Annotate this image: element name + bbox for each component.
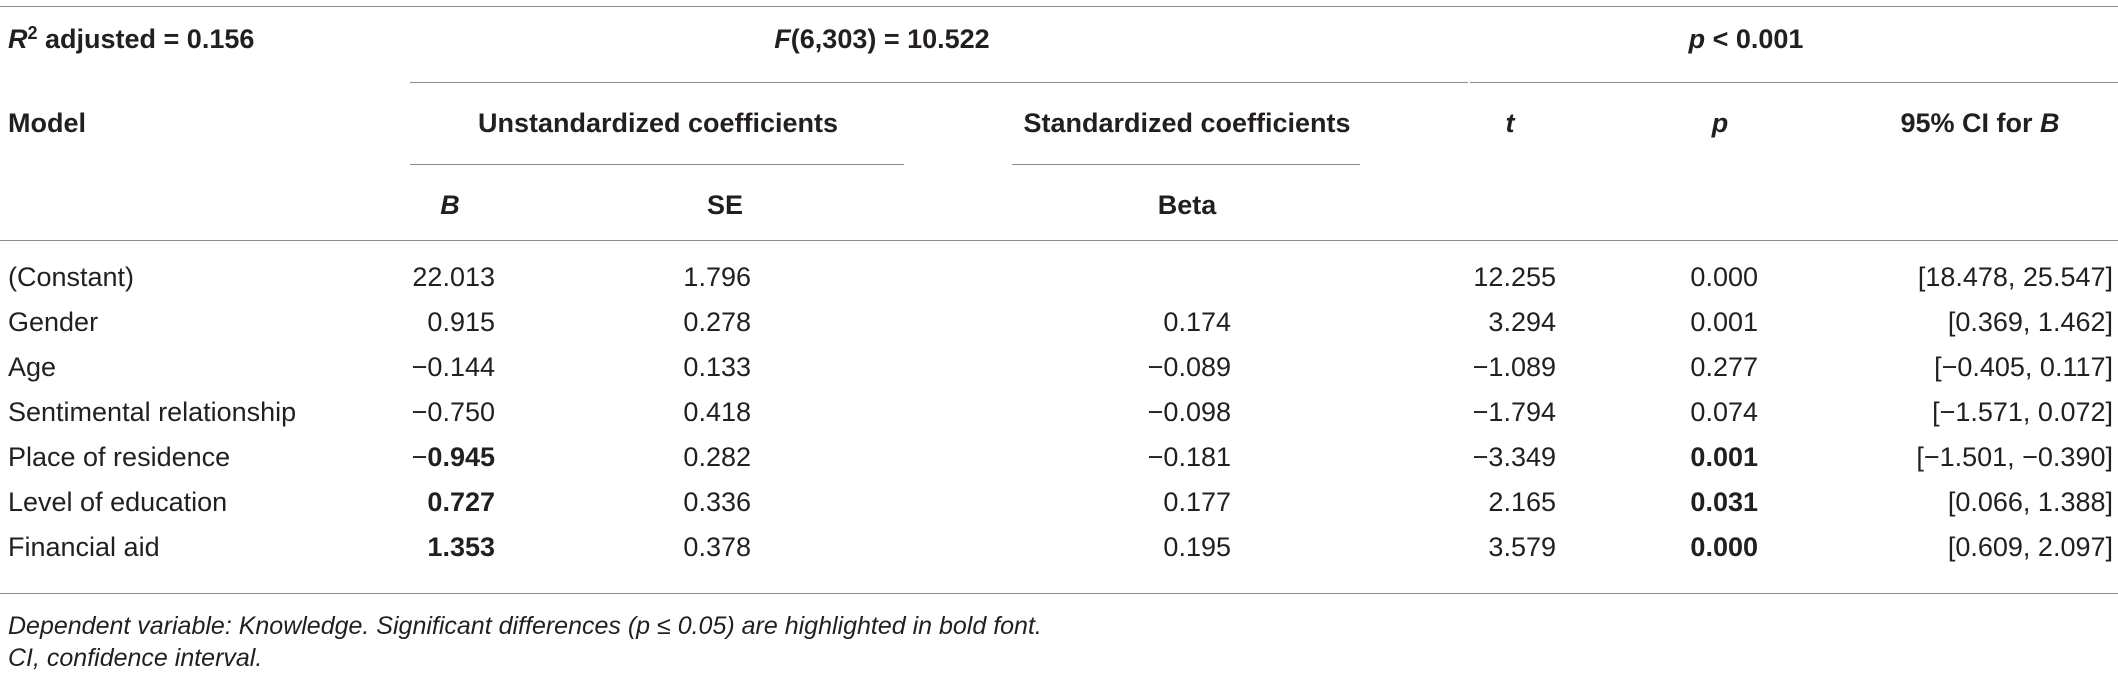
- cell-beta: −0.181: [1147, 442, 1231, 472]
- r-symbol: R: [8, 24, 28, 54]
- cell-b: −0.945: [412, 440, 495, 474]
- cell-t: −3.349: [1472, 442, 1556, 472]
- standardized-underline: [1012, 164, 1360, 165]
- p-symbol: p: [1688, 24, 1706, 54]
- cell-t: 3.294: [1488, 307, 1556, 337]
- header-b: B: [440, 190, 460, 220]
- cell-se: 0.378: [683, 532, 751, 562]
- footnote-text-b: 0.05) are highlighted in bold font.: [670, 612, 1042, 640]
- cell-ci: [0.066, 1.388]: [1947, 487, 2113, 517]
- stats-rule-left: [410, 82, 1468, 83]
- cell-t: 3.579: [1488, 532, 1556, 562]
- header-ci-prefix: 95% CI for: [1900, 108, 2041, 138]
- cell-b: 1.353: [427, 532, 495, 562]
- f-symbol: F: [774, 24, 791, 54]
- cell-p: 0.000: [1690, 262, 1758, 292]
- cell-t: −1.794: [1472, 397, 1556, 427]
- cell-b: 22.013: [412, 262, 495, 292]
- f-value: (6,303) = 10.522: [790, 24, 990, 54]
- footnote-text-a: Dependent variable: Knowledge. Significa…: [8, 612, 658, 640]
- header-t: t: [1505, 108, 1515, 138]
- header-model: Model: [8, 108, 86, 138]
- r-squared-superscript: 2: [27, 23, 38, 43]
- cell-ci: [−0.405, 0.117]: [1934, 352, 2113, 382]
- header-unstandardized: Unstandardized coefficients: [477, 108, 839, 138]
- cell-ci: [18.478, 25.547]: [1917, 262, 2113, 292]
- cell-t: 2.165: [1488, 487, 1556, 517]
- cell-p: 0.001: [1690, 307, 1758, 337]
- cell-beta: 0.174: [1163, 307, 1231, 337]
- f-statistic: F(6,303) = 10.522: [774, 22, 989, 56]
- footnote-ci-abbreviation: CI, confidence interval.: [8, 644, 263, 672]
- header-se: SE: [706, 190, 744, 220]
- header-ci: 95% CI for B: [1900, 106, 2059, 140]
- cell-beta: −0.089: [1147, 352, 1231, 382]
- cell-b: 0.915: [427, 307, 495, 337]
- cell-p: 0.001: [1690, 442, 1758, 472]
- cell-se: 0.282: [683, 442, 751, 472]
- p-overall-value: < 0.001: [1705, 24, 1804, 54]
- header-rule: [0, 240, 2118, 241]
- cell-se: 0.336: [683, 487, 751, 517]
- r-squared-adjusted: R2 adjusted = 0.156: [8, 22, 254, 56]
- p-overall: p < 0.001: [1689, 22, 1804, 56]
- header-standardized: Standardized coefficients: [1023, 108, 1351, 138]
- cell-ci: [−1.571, 0.072]: [1932, 397, 2113, 427]
- header-beta: Beta: [1157, 190, 1217, 220]
- cell-b: 0.727: [427, 487, 495, 517]
- footnote-dependent-variable: Dependent variable: Knowledge. Significa…: [8, 610, 1042, 642]
- cell-ci: [0.369, 1.462]: [1947, 307, 2113, 337]
- cell-beta: 0.177: [1163, 487, 1231, 517]
- row-label-constant: (Constant): [8, 262, 135, 292]
- top-rule: [0, 6, 2118, 7]
- cell-b-value: 0.945: [427, 442, 495, 472]
- cell-p: 0.074: [1690, 397, 1758, 427]
- footnote-le-symbol: ≤: [657, 612, 671, 640]
- cell-t: 12.255: [1473, 262, 1556, 292]
- cell-se: 0.133: [683, 352, 751, 382]
- cell-ci: [−1.501, −0.390]: [1916, 442, 2113, 472]
- r-squared-value: adjusted = 0.156: [37, 24, 255, 54]
- cell-b: −0.750: [411, 397, 495, 427]
- unstandardized-underline: [410, 164, 904, 165]
- cell-se: 0.278: [683, 307, 751, 337]
- cell-p: 0.277: [1690, 352, 1758, 382]
- cell-ci: [0.609, 2.097]: [1947, 532, 2113, 562]
- row-label-sentimental-relationship: Sentimental relationship: [8, 397, 297, 427]
- bottom-rule: [0, 593, 2118, 594]
- row-label-age: Age: [8, 352, 57, 382]
- cell-beta: −0.098: [1147, 397, 1231, 427]
- cell-p: 0.031: [1690, 487, 1758, 517]
- cell-se: 0.418: [683, 397, 751, 427]
- header-p: p: [1711, 108, 1729, 138]
- header-ci-b: B: [2040, 108, 2060, 138]
- cell-b: −0.144: [411, 352, 495, 382]
- cell-se: 1.796: [683, 262, 751, 292]
- cell-p: 0.000: [1690, 532, 1758, 562]
- row-label-financial-aid: Financial aid: [8, 532, 160, 562]
- cell-t: −1.089: [1472, 352, 1556, 382]
- row-label-place-of-residence: Place of residence: [8, 442, 231, 472]
- stats-rule-right: [1470, 82, 2118, 83]
- cell-beta: 0.195: [1163, 532, 1231, 562]
- row-label-gender: Gender: [8, 307, 99, 337]
- cell-b-sign: −: [411, 442, 428, 472]
- row-label-level-of-education: Level of education: [8, 487, 228, 517]
